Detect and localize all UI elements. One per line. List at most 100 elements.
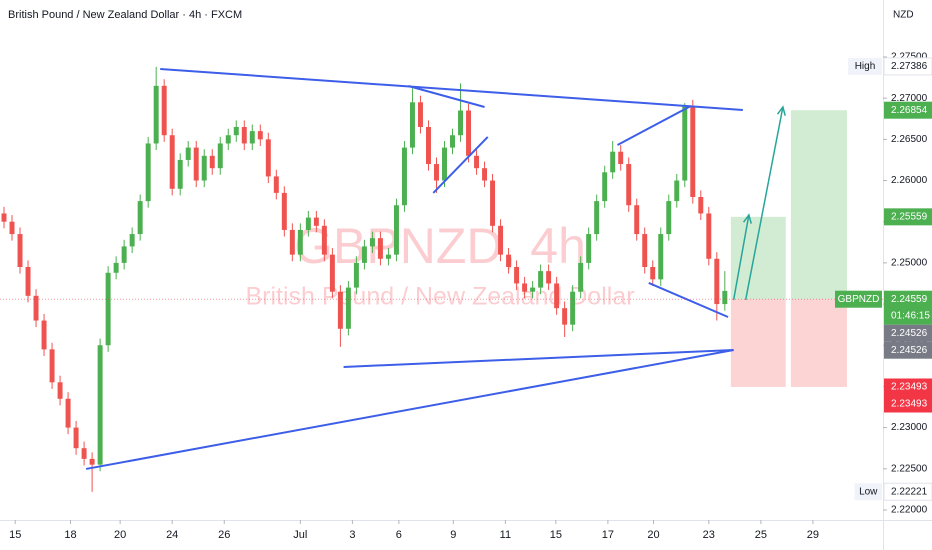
x-tick-label: 25: [755, 529, 767, 541]
candle-body: [345, 287, 351, 329]
candle-body: [682, 106, 688, 181]
position-zone: [730, 216, 786, 300]
price-label-tag-box: [848, 57, 882, 75]
candle-body: [57, 382, 63, 399]
x-tick-label: 3: [349, 529, 355, 541]
candle-body: [185, 147, 191, 160]
candle-body: [666, 201, 672, 235]
candle-body: [434, 164, 439, 181]
candle-body: [474, 155, 480, 169]
position-zone: [790, 110, 847, 300]
candle-body: [458, 110, 464, 136]
candle-body: [690, 106, 696, 197]
price-label-value: 2.23493: [891, 382, 928, 393]
trend-line: [160, 68, 743, 111]
candle-body: [137, 201, 143, 235]
x-tick-label: 20: [647, 529, 659, 541]
candle-body: [417, 102, 423, 127]
candle-body: [169, 135, 175, 189]
x-tick-label: 26: [218, 529, 230, 541]
candle-body: [281, 192, 287, 230]
price-label-box: [884, 395, 932, 413]
candle-body: [618, 151, 624, 165]
candle-body: [594, 201, 600, 235]
trend-line: [648, 282, 729, 318]
arrow: [732, 214, 750, 301]
candle-body: [538, 271, 544, 288]
price-label-value: 2.23493: [891, 399, 928, 410]
candle-body: [722, 290, 728, 305]
candle-body: [562, 308, 568, 325]
candle-body: [450, 135, 455, 148]
candle-body: [570, 291, 576, 325]
candle-body: [530, 287, 536, 292]
candle-body: [321, 225, 327, 255]
candle-body: [586, 234, 592, 263]
candle-body: [714, 258, 720, 305]
price-label-box: [883, 482, 932, 501]
candle-body: [706, 213, 712, 259]
y-tick-label: 2.25000: [891, 258, 928, 269]
candle-body: [674, 180, 680, 202]
candle-body: [353, 262, 359, 288]
x-tick-label: 20: [114, 529, 126, 541]
candle-body: [409, 102, 415, 148]
candle-body: [201, 155, 207, 181]
candle-body: [522, 283, 528, 292]
price-label-value: 2.24559: [891, 294, 928, 305]
candle-body: [33, 295, 39, 321]
candle-body: [313, 217, 319, 226]
candle-body: [105, 272, 111, 346]
candle-body: [361, 246, 367, 263]
trend-line: [432, 136, 489, 194]
candle-body: [257, 131, 263, 140]
x-tick-label: 24: [166, 529, 178, 541]
price-label-value: 2.22221: [891, 486, 928, 497]
x-tick-label: 15: [550, 529, 562, 541]
candle-body: [698, 196, 704, 214]
price-label-box: [884, 101, 932, 119]
price-label-box: [883, 57, 932, 76]
candle-body: [273, 176, 279, 193]
candle-body: [97, 345, 103, 465]
candle-body: [305, 217, 311, 230]
x-tick-label: 6: [396, 529, 402, 541]
candle-body: [329, 254, 335, 292]
candle-body: [289, 229, 295, 255]
price-label-value: 2.27386: [891, 61, 928, 72]
candle-body: [177, 159, 183, 189]
candle-body: [233, 126, 239, 136]
x-tick-label: Jul: [293, 529, 307, 541]
arrow-head: [776, 105, 786, 116]
x-tick-label: 18: [64, 529, 76, 541]
candle-body: [377, 238, 383, 259]
candle-body: [161, 85, 167, 136]
trend-line: [85, 349, 734, 470]
candle-body: [49, 349, 55, 383]
candle-body: [578, 262, 584, 292]
y-tick-label: 2.26000: [891, 175, 928, 186]
candle-body: [650, 267, 656, 280]
candle-body: [225, 135, 231, 144]
candle-body: [642, 234, 648, 268]
candle-body: [217, 143, 223, 169]
candle-body: [73, 427, 79, 449]
currency: NZD: [893, 10, 914, 21]
price-label-tag: High: [855, 61, 876, 72]
candle-body: [658, 234, 664, 280]
chart-title: British Pound / New Zealand Dollar · 4h …: [8, 9, 242, 21]
price-label-value: 2.25559: [891, 211, 928, 222]
countdown: 01:46:15: [891, 310, 930, 321]
trend-line: [343, 349, 734, 368]
candle-body: [89, 458, 95, 465]
candle-body: [265, 139, 271, 177]
y-tick-label: 2.23000: [891, 422, 928, 433]
price-label-box: [884, 341, 932, 359]
candle-body: [626, 164, 632, 206]
candle-body: [129, 234, 135, 247]
price-label-box: [884, 290, 932, 325]
watermark-subtitle: British Pound / New Zealand Dollar: [245, 283, 634, 311]
candle-body: [25, 267, 31, 296]
candle-body: [337, 291, 343, 329]
candle-body: [81, 448, 87, 459]
